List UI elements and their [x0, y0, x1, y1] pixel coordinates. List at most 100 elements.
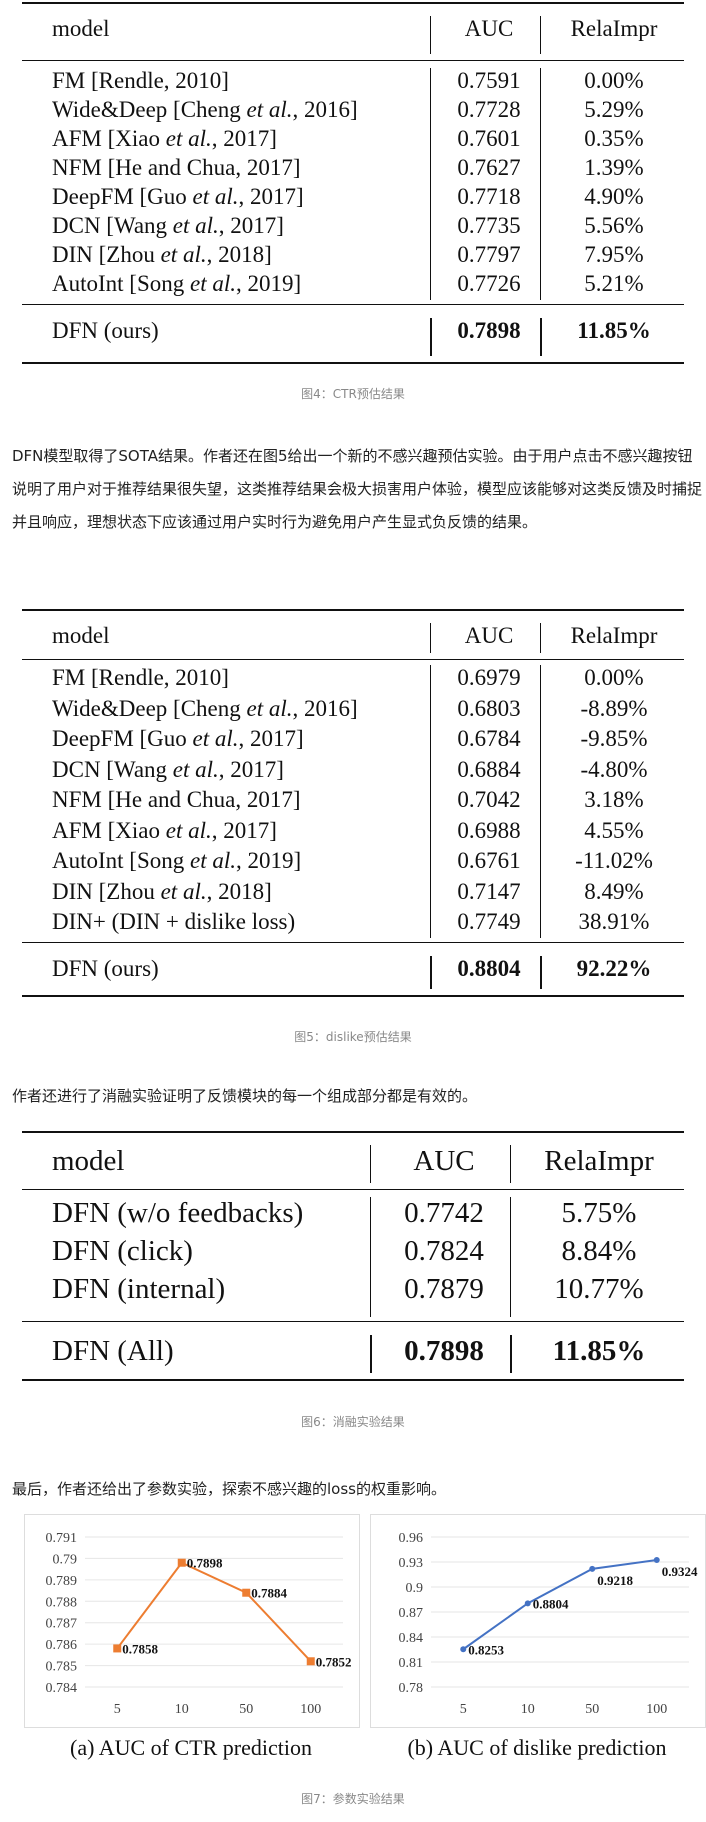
header-auc: AUC [464, 623, 514, 648]
column-divider [540, 318, 542, 356]
cell-model: DCN [Wang et al., 2017] [52, 213, 284, 238]
data-label: 0.7884 [251, 1586, 287, 1601]
table-rule [22, 1131, 684, 1133]
cell-model: Wide&Deep [Cheng et al., 2016] [52, 97, 358, 122]
table-rule [22, 659, 684, 660]
paragraph-dislike-intro: DFN模型取得了SOTA结果。作者还在图5给出一个新的不感兴趣预估实验。由于用户… [12, 447, 703, 531]
cell-model: DFN (click) [52, 1235, 193, 1267]
data-label: 0.8253 [468, 1642, 504, 1657]
header-model: model [52, 1145, 125, 1177]
table-rule [22, 609, 684, 611]
cell-relaimpr: 0.35% [584, 126, 644, 151]
cell-model: DIN [Zhou et al., 2018] [52, 242, 272, 267]
cell-relaimpr: -8.89% [580, 695, 648, 721]
header-model: model [52, 623, 110, 648]
x-tick-label: 10 [175, 1702, 189, 1717]
data-point [589, 1565, 596, 1572]
cell-model: AutoInt [Song et al., 2019] [52, 271, 302, 296]
column-divider [430, 68, 431, 300]
cell-auc: 0.7042 [457, 787, 521, 812]
y-tick-label: 0.96 [399, 1531, 424, 1546]
cell-auc: 0.7735 [457, 213, 521, 238]
header-relaimpr: RelaImpr [570, 623, 658, 648]
column-divider [370, 1197, 371, 1317]
chart-ctr-svg: 0.784 0.785 0.786 0.787 0.788 0.789 0.79 0.791 5… [46, 1531, 352, 1717]
cell-relaimpr: 5.21% [584, 271, 644, 296]
column-divider [430, 623, 431, 653]
cell-relaimpr: 11.85% [552, 1335, 646, 1367]
column-divider [430, 16, 431, 54]
cell-auc: 0.7749 [457, 909, 521, 934]
cell-auc: 0.7726 [457, 271, 521, 296]
cell-relaimpr: 10.77% [554, 1273, 644, 1305]
table-rule [22, 1379, 684, 1381]
x-tick-label: 100 [300, 1702, 321, 1717]
data-label: 0.8804 [533, 1596, 569, 1611]
column-divider [430, 318, 432, 356]
table-rule [22, 1321, 684, 1322]
header-auc: AUC [413, 1145, 475, 1177]
column-divider [540, 623, 541, 653]
table-rule [22, 362, 684, 364]
cell-model: FM [Rendle, 2010] [52, 665, 229, 690]
cell-model: DIN [Zhou et al., 2018] [52, 878, 272, 904]
cell-auc: 0.7797 [457, 242, 521, 267]
table-rule [22, 2, 684, 4]
cell-auc: 0.6988 [457, 817, 521, 843]
column-divider [540, 68, 541, 300]
cell-auc: 0.6884 [457, 756, 521, 782]
cell-relaimpr: -4.80% [580, 756, 648, 782]
y-tick-label: 0.785 [46, 1660, 78, 1675]
cell-model: AutoInt [Song et al., 2019] [52, 848, 302, 873]
cell-relaimpr: -9.85% [580, 726, 648, 751]
cell-relaimpr: 11.85% [577, 318, 651, 343]
data-label: 0.7852 [316, 1654, 352, 1669]
cell-relaimpr: 7.95% [584, 242, 644, 267]
cell-model: DFN (ours) [52, 318, 159, 343]
cell-model: DFN (All) [52, 1335, 174, 1367]
cell-relaimpr: 0.00% [584, 68, 644, 93]
cell-model: DeepFM [Guo et al., 2017] [52, 184, 304, 209]
ablation-table: model AUC RelaImpr DFN (w/o feedbacks) 0.774… [22, 1131, 684, 1381]
figure6-caption: 图6：消融实验结果 [301, 1415, 405, 1429]
chart-dislike-svg: 0.78 0.81 0.84 0.87 0.9 0.93 0.96 5 10 50 100 0.825… [399, 1531, 699, 1717]
data-point [306, 1657, 315, 1666]
y-tick-label: 0.81 [399, 1656, 424, 1671]
column-divider [540, 956, 542, 989]
column-divider [510, 1197, 511, 1317]
cell-model: DFN (internal) [52, 1273, 226, 1305]
y-tick-label: 0.786 [46, 1638, 78, 1653]
y-tick-label: 0.87 [399, 1606, 424, 1621]
column-divider [510, 1335, 512, 1373]
cell-model: AFM [Xiao et al., 2017] [52, 126, 277, 151]
x-tick-label: 5 [460, 1702, 467, 1717]
column-divider [540, 665, 541, 938]
data-label: 0.7858 [122, 1641, 158, 1656]
x-tick-label: 5 [114, 1702, 121, 1717]
cell-auc: 0.7898 [404, 1335, 484, 1367]
series-line [462, 1559, 657, 1651]
data-point [653, 1557, 660, 1563]
y-tick-label: 0.789 [46, 1574, 78, 1589]
data-point [524, 1600, 531, 1607]
table-rule [22, 942, 684, 943]
cell-model: DIN+ (DIN + dislike loss) [52, 909, 296, 934]
table-rule [22, 304, 684, 305]
cell-relaimpr: 8.49% [584, 878, 644, 904]
data-label: 0.7898 [187, 1556, 223, 1571]
cell-relaimpr: 4.55% [584, 817, 644, 843]
cell-auc: 0.7879 [404, 1273, 484, 1305]
cell-model: AFM [Xiao et al., 2017] [52, 817, 277, 843]
x-tick-label: 100 [646, 1702, 667, 1717]
cell-auc: 0.7627 [457, 155, 521, 180]
cell-relaimpr: 5.56% [584, 213, 644, 238]
cell-auc: 0.6803 [457, 695, 521, 721]
chart-dislike-auc: 0.78 0.81 0.84 0.87 0.9 0.93 0.96 5 10 50 100 0.825… [370, 1514, 706, 1728]
cell-auc: 0.6784 [457, 726, 521, 751]
chart-ctr-auc: 0.784 0.785 0.786 0.787 0.788 0.789 0.79 0.791 5… [24, 1514, 360, 1728]
y-tick-label: 0.93 [399, 1556, 424, 1571]
x-tick-label: 10 [521, 1702, 535, 1717]
table-rule [22, 1189, 684, 1190]
data-point [242, 1588, 251, 1597]
